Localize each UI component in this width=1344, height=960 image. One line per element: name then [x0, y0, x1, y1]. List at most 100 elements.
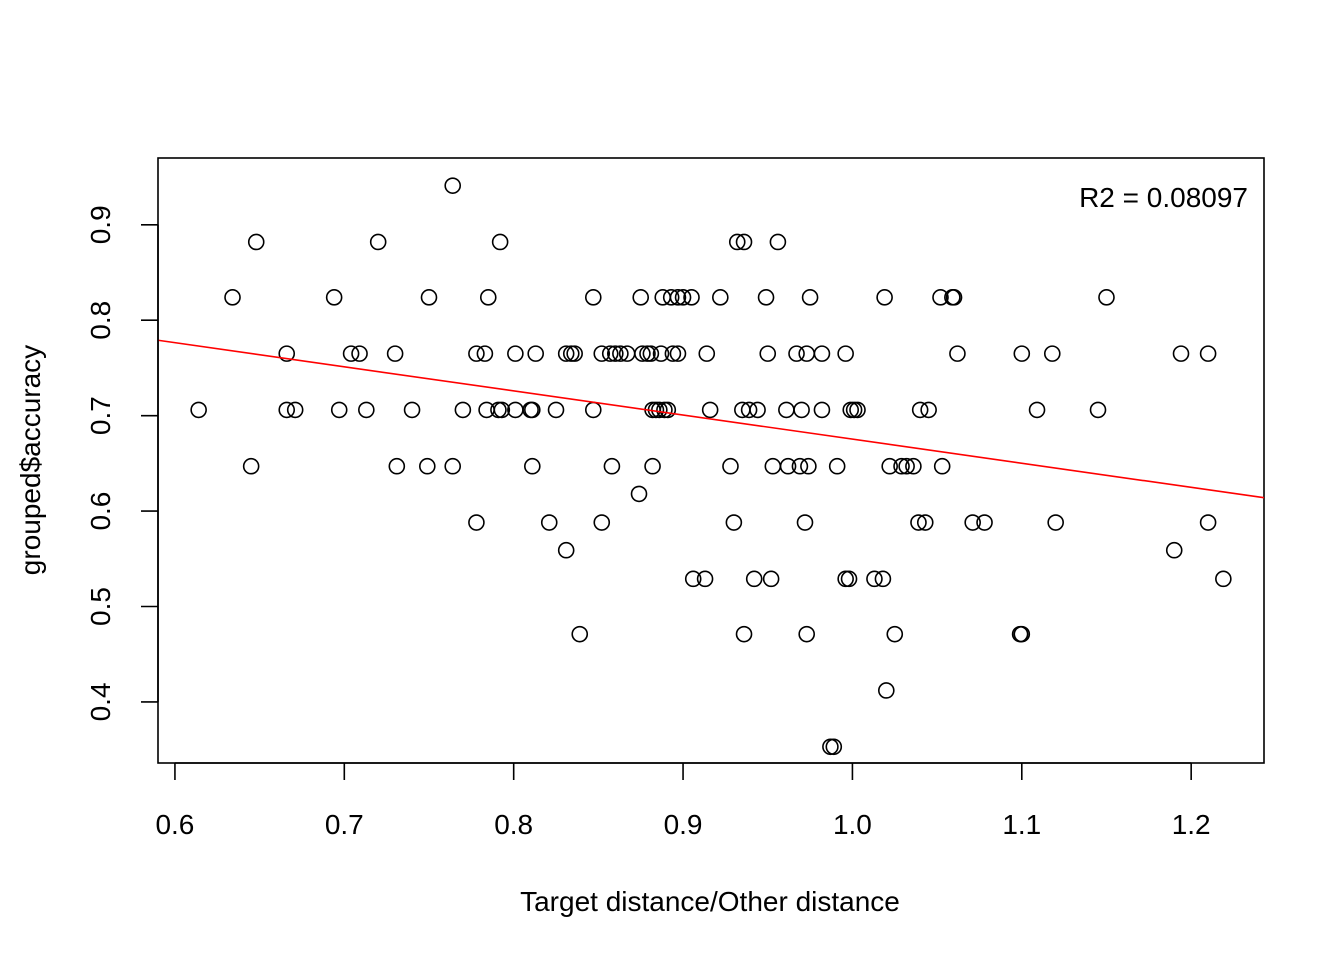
data-point [1043, 345, 1061, 362]
data-point [242, 457, 260, 475]
data-point [476, 345, 494, 362]
data-point [593, 345, 611, 362]
data-point [524, 401, 541, 419]
data-point [764, 457, 782, 475]
data-point [278, 401, 296, 419]
data-point [813, 401, 831, 419]
data-point [358, 401, 375, 419]
data-point [801, 289, 819, 306]
data-point [644, 457, 661, 475]
data-point [247, 233, 265, 251]
data-point [893, 457, 910, 475]
data-point [828, 457, 846, 475]
data-point [798, 625, 815, 643]
x-tick-label: 0.7 [325, 809, 364, 840]
data-point [728, 233, 746, 251]
data-point [557, 541, 575, 559]
data-point [444, 177, 462, 194]
data-point [684, 570, 702, 588]
y-tick-label: 0.8 [85, 301, 116, 340]
data-point [557, 345, 575, 362]
data-point [735, 233, 753, 251]
y-axis: 0.4 0.5 0.6 0.7 0.8 0.9 [85, 205, 159, 721]
data-point [1013, 345, 1031, 362]
data-point [634, 345, 651, 362]
data-point [800, 457, 817, 475]
data-point [547, 401, 565, 419]
data-point [910, 514, 927, 531]
data-point [1172, 345, 1190, 362]
data-point [507, 345, 524, 362]
data-point [278, 345, 296, 362]
data-point [468, 345, 485, 362]
data-point [905, 457, 922, 475]
data-point [845, 401, 863, 419]
x-tick-label: 0.6 [155, 809, 194, 840]
data-point [419, 457, 436, 475]
data-point [468, 514, 485, 531]
data-point [330, 401, 348, 419]
data-point [571, 625, 589, 643]
data-point [612, 345, 629, 362]
data-point [607, 345, 624, 362]
data-point [712, 289, 729, 306]
data-point [840, 570, 858, 588]
data-point [696, 570, 714, 588]
data-point [601, 345, 619, 362]
data-point [1028, 401, 1046, 419]
regression-line [157, 339, 1265, 499]
data-point [778, 401, 795, 419]
data-point [325, 289, 343, 306]
data-point [837, 345, 854, 362]
data-point [342, 345, 360, 362]
data-point [388, 457, 406, 475]
data-point [796, 514, 814, 531]
data-point [669, 345, 687, 362]
data-point [642, 345, 660, 362]
x-tick-label: 1.2 [1172, 809, 1211, 840]
data-point [1215, 570, 1232, 588]
data-point [825, 738, 843, 756]
data-point [740, 401, 758, 419]
data-point [1089, 401, 1107, 419]
data-point [779, 457, 797, 475]
data-point [945, 289, 963, 306]
data-point [1165, 541, 1183, 559]
x-axis: 0.6 0.7 0.8 0.9 1.0 1.1 1.2 [155, 762, 1211, 840]
x-tick-label: 1.0 [833, 809, 872, 840]
data-point [1013, 625, 1031, 643]
plot-frame [157, 157, 1265, 764]
data-point [762, 570, 780, 588]
data-point [420, 289, 438, 306]
data-point [881, 457, 898, 475]
data-point [654, 289, 672, 306]
y-tick-label: 0.5 [85, 587, 116, 626]
data-point [878, 682, 895, 699]
data-point [593, 514, 611, 531]
data-point [386, 345, 404, 362]
data-point [886, 625, 904, 643]
data-point [1199, 514, 1217, 531]
data-point [849, 401, 866, 419]
x-axis-title: Target distance/Other distance [520, 886, 900, 917]
data-point [701, 401, 719, 419]
data-point [659, 401, 677, 419]
y-tick-label: 0.4 [85, 682, 116, 721]
data-point [769, 233, 787, 251]
data-point [916, 514, 934, 531]
data-point [822, 738, 839, 756]
data-point [874, 570, 892, 588]
x-tick-label: 0.9 [664, 809, 703, 840]
data-point [662, 289, 680, 306]
data-point [791, 457, 809, 475]
data-point [745, 570, 763, 588]
y-tick-label: 0.6 [85, 492, 116, 531]
data-point [1199, 345, 1217, 362]
data-point [976, 514, 993, 531]
data-point [630, 485, 648, 503]
data-point [224, 289, 241, 306]
annotation-r2: R2 = 0.08097 [1079, 182, 1248, 213]
data-point [603, 457, 621, 475]
data-point [898, 457, 915, 475]
